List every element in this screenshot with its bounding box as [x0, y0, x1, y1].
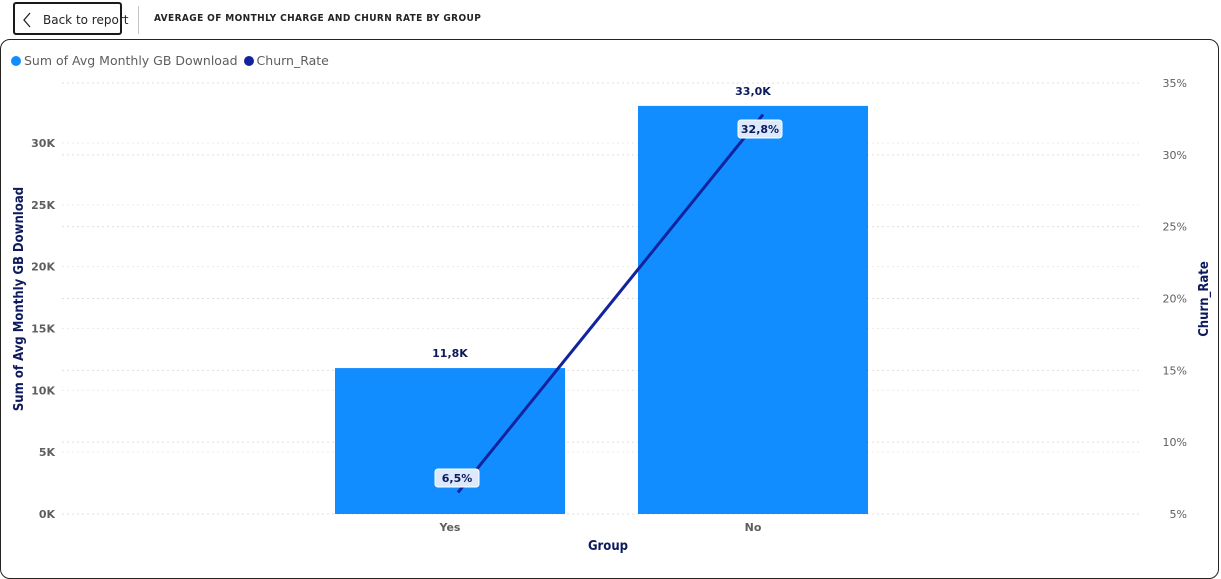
bar-no[interactable] — [638, 105, 868, 515]
top-bar: Back to report AVERAGE OF MONTHLY CHARGE… — [0, 0, 1221, 40]
legend-label-churn-rate: Churn_Rate — [256, 53, 329, 68]
legend-marker-gb-download — [11, 55, 21, 66]
combo-chart: 5% 10% 15% 20% 25% 30% 35% 0K 5K 10K 15K 20K 25K 30K 1… — [12, 77, 1212, 554]
y-tick-label: 10K — [31, 384, 55, 397]
chevron-left-icon — [23, 12, 31, 28]
y-tick-label: 5K — [39, 446, 56, 459]
data-label-bg — [737, 119, 783, 139]
churn-rate-line[interactable] — [456, 113, 765, 494]
bar-data-label: 33,0K — [735, 85, 771, 98]
y2-tick-label: 10% — [1163, 436, 1187, 449]
legend-item-gb-download[interactable]: Sum of Avg Monthly GB Download — [11, 53, 238, 68]
y2-tick-label: 5% — [1170, 508, 1187, 521]
bar-yes[interactable] — [335, 368, 565, 514]
y2-tick-label: 20% — [1163, 293, 1187, 306]
chart-card — [0, 39, 1219, 579]
churn-rate-data-label: 6,5% — [442, 472, 473, 485]
x-axis-title: Group — [588, 539, 628, 554]
back-button-label: Back to report — [43, 13, 129, 27]
chart-legend: Sum of Avg Monthly GB Download Churn_Rat… — [11, 53, 335, 68]
data-label-bg — [434, 468, 480, 488]
y-tick-label: 25K — [31, 199, 55, 212]
y2-tick-label: 35% — [1163, 77, 1187, 90]
y2-tick-label: 25% — [1163, 221, 1187, 234]
churn-rate-data-label: 32,8% — [741, 123, 779, 136]
y2-tick-label: 15% — [1163, 364, 1187, 377]
y-tick-label: 15K — [31, 323, 55, 336]
x-tick-label: No — [745, 521, 762, 534]
y2-axis-title: Churn_Rate — [1197, 261, 1212, 337]
y2-tick-label: 30% — [1163, 149, 1187, 162]
back-to-report-button[interactable]: Back to report — [13, 2, 128, 35]
page-title: AVERAGE OF MONTHLY CHARGE AND CHURN RATE… — [154, 13, 482, 24]
legend-marker-churn-rate — [243, 55, 254, 66]
header-divider — [138, 6, 139, 34]
y-tick-label: 30K — [31, 137, 55, 150]
y-tick-label: 0K — [39, 508, 56, 521]
bar-data-label: 11,8K — [432, 347, 468, 360]
y-tick-label: 20K — [31, 261, 55, 274]
y-axis-title: Sum of Avg Monthly GB Download — [12, 187, 27, 411]
legend-label-gb-download: Sum of Avg Monthly GB Download — [24, 53, 238, 68]
legend-item-churn-rate[interactable]: Churn_Rate — [243, 53, 329, 68]
x-tick-label: Yes — [439, 521, 461, 534]
